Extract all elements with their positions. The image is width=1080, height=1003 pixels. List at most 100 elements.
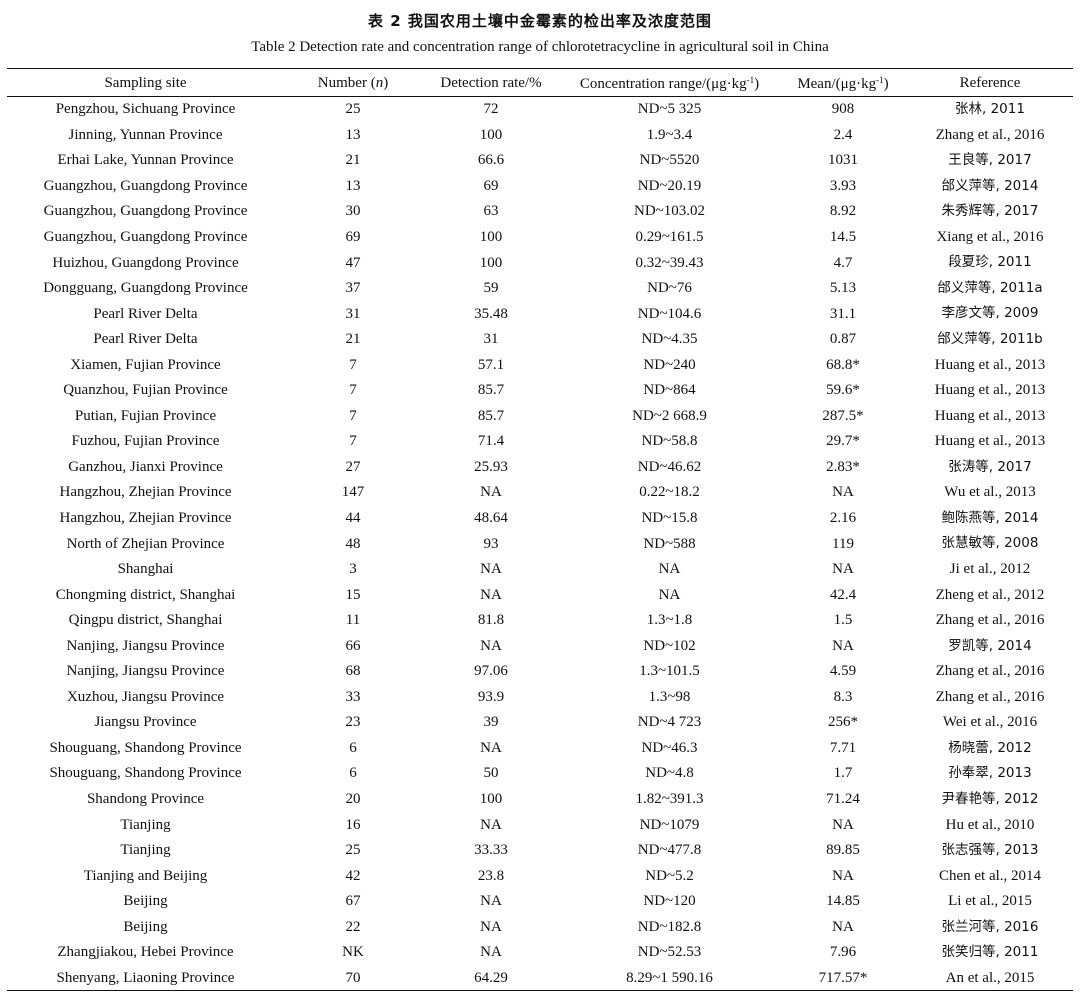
- cell-mean: 1031: [828, 152, 858, 169]
- cell-reference: 张涛等, 2017: [948, 458, 1032, 475]
- cell-reference: Huang et al., 2013: [934, 407, 1046, 424]
- table-row: Pearl River Delta 21 31 ND~4.35 0.87 邰义萍等, 20…: [7, 327, 1073, 353]
- cell-mean: NA: [832, 918, 854, 935]
- cell-number: 47: [345, 254, 361, 271]
- cell-concentration-range: ND~1079: [639, 816, 700, 833]
- table-row: Ganzhou, Jianxi Province 27 25.93 ND~46.62 2…: [7, 455, 1073, 481]
- cell-sampling-site: Ganzhou, Jianxi Province: [68, 458, 223, 475]
- cell-detection-rate: 85.7: [477, 382, 505, 399]
- cell-concentration-range: ND~4.8: [645, 765, 694, 782]
- cell-mean: 68.8*: [826, 356, 860, 373]
- cell-reference: Chen et al., 2014: [938, 867, 1042, 884]
- cell-detection-rate: 100: [479, 791, 503, 808]
- cell-detection-rate: NA: [480, 918, 502, 935]
- cell-number: 21: [345, 152, 361, 169]
- cell-mean: 0.87: [829, 331, 857, 348]
- cell-sampling-site: North of Zhejian Province: [66, 535, 225, 552]
- cell-sampling-site: Fuzhou, Fujian Province: [71, 433, 220, 450]
- cell-detection-rate: 69: [483, 177, 499, 194]
- cell-concentration-range: 1.3~1.8: [646, 612, 693, 629]
- cell-detection-rate: 97.06: [474, 663, 508, 680]
- cell-reference: 张林, 2011: [955, 101, 1025, 118]
- cell-mean: 14.5: [829, 229, 857, 245]
- cell-number: 7: [349, 356, 357, 373]
- cell-number: 25: [345, 101, 361, 118]
- cell-sampling-site: Tianjing and Beijing: [83, 867, 208, 884]
- cell-reference: 张志强等, 2013: [941, 841, 1039, 858]
- table-row: Shenyang, Liaoning Province 70 64.29 8.29~1…: [7, 966, 1073, 992]
- cell-number: 70: [345, 969, 361, 986]
- cell-mean: 717.57*: [818, 969, 868, 986]
- cell-reference: Huang et al., 2013: [934, 382, 1046, 399]
- cell-concentration-range: 1.9~3.4: [646, 126, 693, 143]
- table-row: Hangzhou, Zhejian Province 147 NA 0.22~18.2…: [7, 480, 1073, 506]
- header-concentration-range: Concentration range/(μg·kg-1): [560, 71, 779, 96]
- cell-sampling-site: Guangzhou, Guangdong Province: [43, 229, 248, 245]
- cell-sampling-site: Xuzhou, Jiangsu Province: [66, 688, 225, 705]
- cell-reference: Li et al., 2015: [948, 893, 1032, 910]
- cell-reference: 罗凯等, 2014: [948, 637, 1032, 654]
- cell-mean: 4.59: [829, 663, 857, 680]
- cell-number: 147: [341, 484, 365, 501]
- header-detection-rate: Detection rate/%: [440, 75, 542, 91]
- cell-number: 66: [345, 637, 361, 654]
- cell-concentration-range: ND~4.35: [641, 331, 698, 348]
- cell-sampling-site: Hangzhou, Zhejian Province: [59, 510, 232, 527]
- cell-concentration-range: ND~120: [643, 893, 696, 910]
- cell-number: 11: [345, 612, 361, 629]
- cell-sampling-site: Pengzhou, Sichuang Province: [55, 101, 236, 118]
- table-row: Xiamen, Fujian Province 7 57.1 ND~240 68.8* H…: [7, 352, 1073, 378]
- cell-detection-rate: 57.1: [477, 356, 505, 373]
- cell-reference: Zhang et al., 2016: [935, 612, 1045, 629]
- cell-sampling-site: Xiamen, Fujian Province: [70, 356, 221, 373]
- cell-sampling-site: Shouguang, Shandong Province: [49, 739, 242, 756]
- table-row: Nanjing, Jiangsu Province 68 97.06 1.3~101.…: [7, 659, 1073, 685]
- cell-number: 25: [345, 842, 361, 859]
- cell-mean: 287.5*: [822, 407, 864, 424]
- cell-sampling-site: Huizhou, Guangdong Province: [52, 254, 239, 271]
- table-row: Tianjing 16 NA ND~1079 NA Hu et al., 2010: [7, 812, 1073, 838]
- cell-concentration-range: ND~2 668.9: [632, 407, 707, 424]
- cell-detection-rate: NA: [480, 484, 502, 501]
- cell-concentration-range: ND~46.3: [641, 739, 698, 756]
- cell-sampling-site: Pearl River Delta: [93, 305, 198, 322]
- cell-reference: 张慧敏等, 2008: [941, 535, 1039, 552]
- table-header-row: Sampling site Number (n) Detection rate/…: [7, 71, 1073, 96]
- cell-number: 48: [345, 535, 361, 552]
- cell-sampling-site: Quanzhou, Fujian Province: [63, 382, 228, 399]
- cell-reference: 邰义萍等, 2011a: [937, 279, 1043, 296]
- cell-reference: 段夏珍, 2011: [948, 254, 1032, 271]
- cell-mean: 31.1: [829, 305, 857, 322]
- cell-concentration-range: ND~46.62: [637, 458, 702, 475]
- cell-detection-rate: NA: [480, 816, 502, 833]
- cell-detection-rate: 81.8: [477, 612, 505, 629]
- cell-concentration-range: ND~5.2: [645, 867, 694, 884]
- cell-sampling-site: Guangzhou, Guangdong Province: [43, 177, 248, 194]
- cell-mean: 256*: [828, 714, 858, 731]
- cell-number: 3: [349, 561, 357, 578]
- cell-reference: 张兰河等, 2016: [941, 918, 1039, 935]
- cell-mean: 7.71: [829, 739, 857, 756]
- header-number: Number (n): [317, 75, 389, 91]
- cell-mean: 5.13: [829, 280, 857, 297]
- cell-reference: Zhang et al., 2016: [935, 663, 1045, 680]
- cell-mean: NA: [832, 867, 854, 884]
- header-mean: Mean/(μg·kg-1): [779, 71, 907, 96]
- cell-detection-rate: 33.33: [474, 842, 508, 859]
- cell-number: 21: [345, 331, 361, 348]
- cell-concentration-range: ND~103.02: [633, 203, 706, 220]
- table-row: Zhangjiakou, Hebei Province NK NA ND~52.53 7…: [7, 940, 1073, 966]
- cell-reference: Wei et al., 2016: [942, 714, 1038, 731]
- cell-number: 7: [349, 382, 357, 399]
- cell-number: 7: [349, 407, 357, 424]
- cell-sampling-site: Hangzhou, Zhejian Province: [59, 484, 232, 501]
- cell-concentration-range: 8.29~1 590.16: [626, 969, 713, 986]
- cell-sampling-site: Putian, Fujian Province: [74, 407, 217, 424]
- cell-mean: 4.7: [833, 254, 853, 271]
- cell-number: 27: [345, 458, 361, 475]
- table-row: Shanghai 3 NA NA NA Ji et al., 2012: [7, 557, 1073, 583]
- cell-detection-rate: 100: [479, 229, 503, 245]
- header-reference: Reference: [959, 75, 1021, 91]
- cell-reference: Hu et al., 2010: [945, 816, 1035, 833]
- cell-sampling-site: Pearl River Delta: [93, 331, 198, 348]
